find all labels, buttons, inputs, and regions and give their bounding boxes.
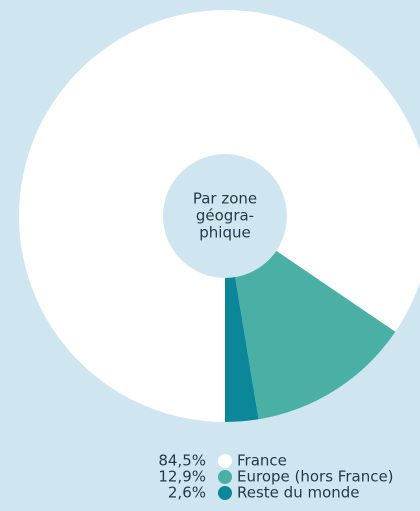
center-label: Par zone [193, 190, 257, 208]
legend-swatch [218, 470, 232, 484]
legend-swatch [218, 454, 232, 468]
legend-swatch [218, 486, 232, 500]
legend-value: 12,9% [158, 468, 206, 486]
legend-label: France [237, 452, 287, 470]
donut-hole [163, 154, 287, 278]
center-label: phique [199, 224, 250, 242]
legend-label: Europe (hors France) [237, 468, 394, 486]
center-label: géogra- [196, 207, 254, 225]
slice [225, 216, 396, 420]
legend-label: Reste du monde [237, 484, 360, 502]
legend-value: 2,6% [168, 484, 206, 502]
legend-value: 84,5% [158, 452, 206, 470]
